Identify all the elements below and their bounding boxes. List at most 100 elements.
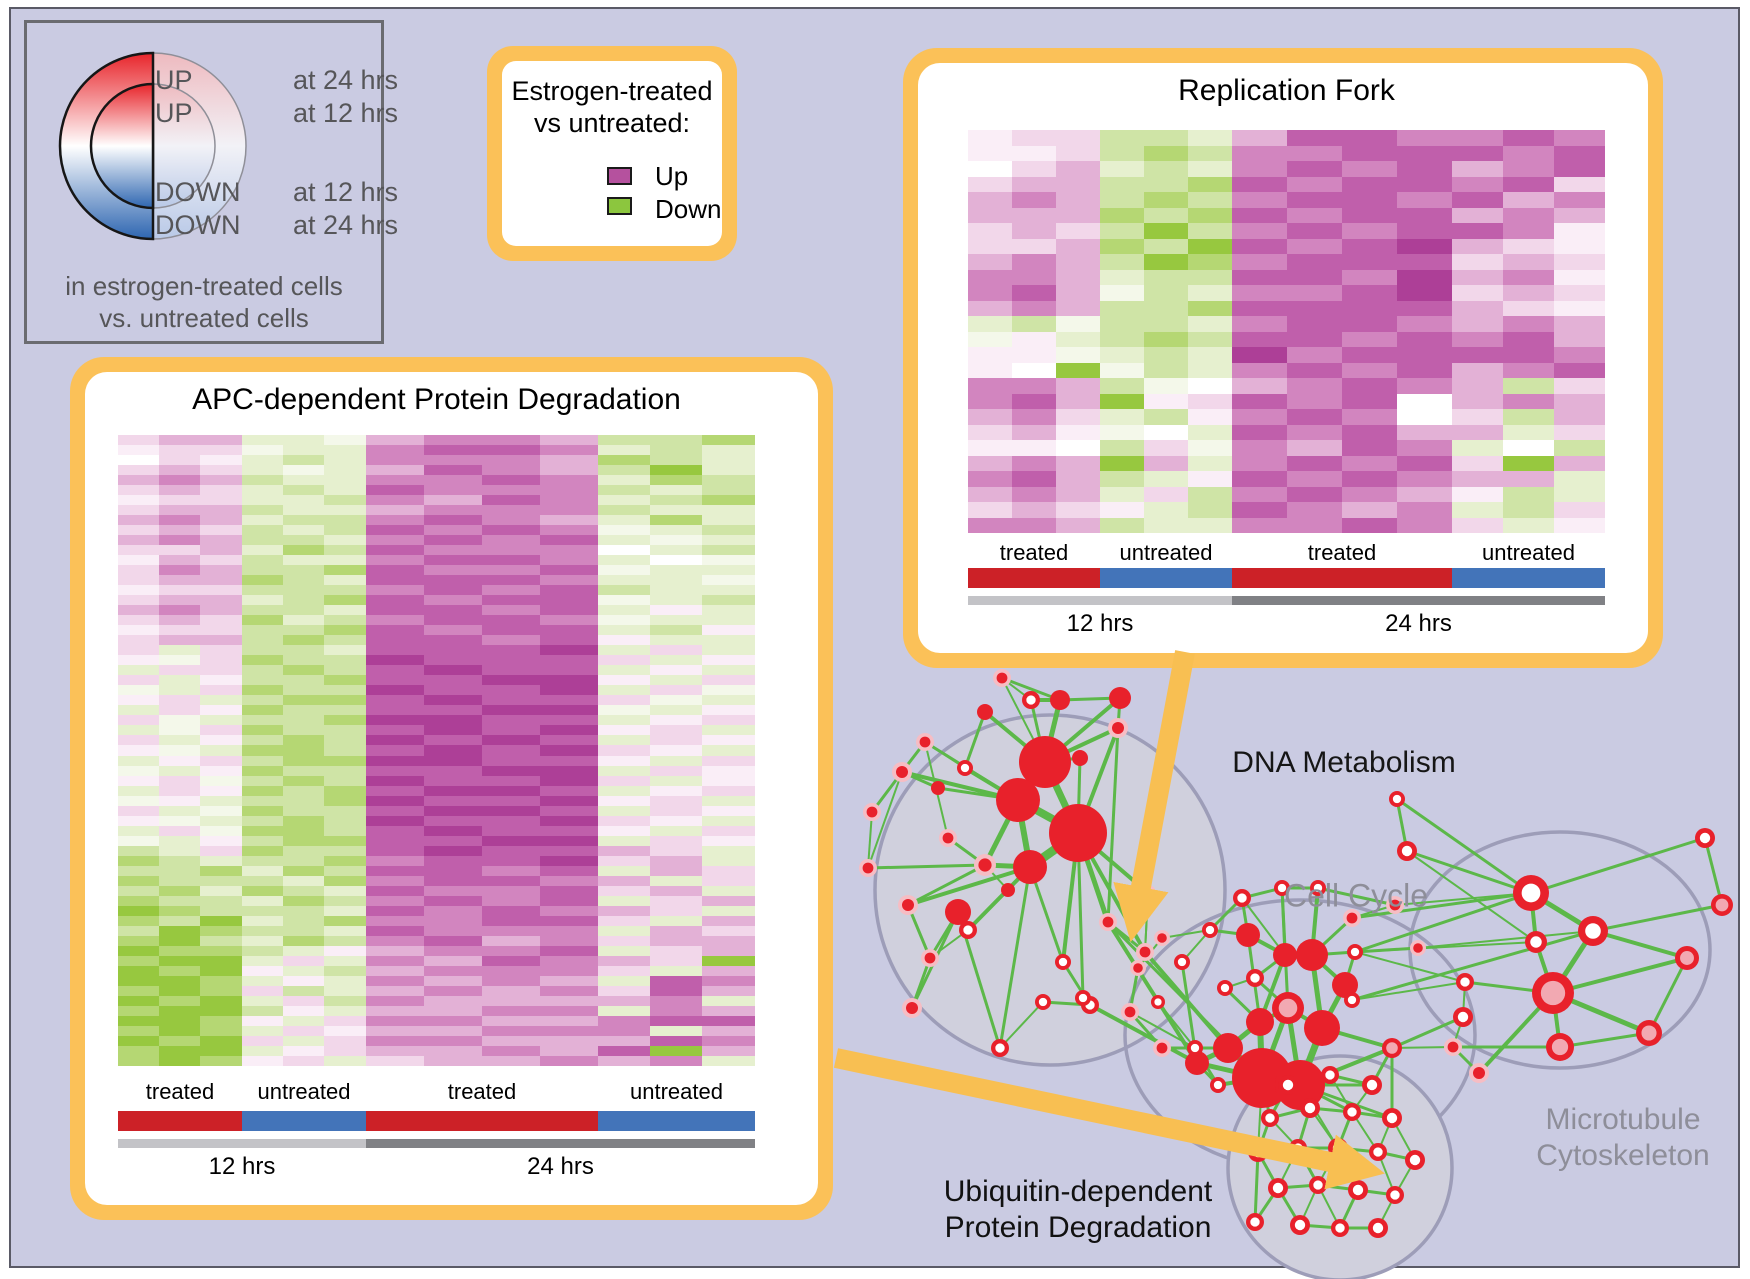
heatmap-cell [1342, 471, 1397, 487]
heatmap-cell [540, 925, 598, 936]
heatmap-cell [650, 695, 702, 706]
heatmap-cell [650, 465, 702, 476]
heatmap-cell [702, 725, 755, 736]
heatmap-cell [1452, 409, 1503, 425]
rf-treatment-bars [968, 568, 1605, 588]
heatmap-cell [159, 865, 200, 876]
heatmap-cell [650, 625, 702, 636]
treatment-color-bar [366, 1111, 598, 1131]
heatmap-cell [1397, 161, 1452, 177]
heatmap-cell [424, 995, 482, 1006]
heatmap-cell [650, 565, 702, 576]
heatmap-cell [366, 475, 424, 486]
heatmap-cell [540, 875, 598, 886]
heatmap-cell [598, 445, 650, 456]
heatmap-cell [366, 445, 424, 456]
heatmap-cell [650, 525, 702, 536]
heatmap-cell [424, 855, 482, 866]
heatmap-cell [118, 585, 159, 596]
heatmap-cell [242, 855, 283, 866]
heatmap-cell [650, 1055, 702, 1066]
heatmap-cell [1188, 161, 1232, 177]
heatmap-cell [159, 1035, 200, 1046]
heatmap-cell [702, 865, 755, 876]
heatmap-cell [482, 575, 540, 586]
heatmap-cell [598, 475, 650, 486]
heatmap-cell [159, 525, 200, 536]
heatmap-cell [650, 815, 702, 826]
heatmap-cell [324, 885, 366, 896]
heatmap-cell [118, 955, 159, 966]
heatmap-cell [968, 331, 1012, 347]
heatmap-cell [598, 965, 650, 976]
heatmap-cell [283, 465, 324, 476]
heatmap-cell [366, 675, 424, 686]
heatmap-cell [598, 1015, 650, 1026]
heatmap-cell [118, 515, 159, 526]
heatmap-cell [200, 655, 242, 666]
heatmap-cell [1287, 207, 1342, 223]
heatmap-cell [366, 625, 424, 636]
heatmap-cell [482, 825, 540, 836]
heatmap-cell [482, 955, 540, 966]
heatmap-cell [1342, 440, 1397, 456]
heatmap-cell [1012, 409, 1056, 425]
heatmap-cell [283, 1055, 324, 1066]
heatmap-cell [482, 565, 540, 576]
heatmap-cell [540, 555, 598, 566]
heatmap-cell [1100, 440, 1144, 456]
heatmap-cell [1503, 502, 1554, 518]
heatmap-cell [118, 1015, 159, 1026]
heatmap-cell [242, 635, 283, 646]
heatmap-cell [118, 945, 159, 956]
heatmap-cell [424, 1005, 482, 1016]
heatmap-cell [1012, 378, 1056, 394]
heatmap-cell [482, 895, 540, 906]
heatmap-cell [482, 615, 540, 626]
heatmap-cell [424, 825, 482, 836]
heatmap-cell [242, 1045, 283, 1056]
heatmap-cell [200, 975, 242, 986]
heatmap-cell [1100, 176, 1144, 192]
ubiquitin-label-line2: Protein Degradation [944, 1211, 1212, 1244]
heatmap-cell [242, 525, 283, 536]
heatmap-cell [159, 895, 200, 906]
heatmap-cell [283, 545, 324, 556]
heatmap-cell [366, 705, 424, 716]
heatmap-cell [482, 745, 540, 756]
heatmap-cell [159, 495, 200, 506]
heatmap-cell [1056, 300, 1100, 316]
heatmap-cell [1287, 130, 1342, 146]
estrogen-legend-title-line2: vs untreated: [533, 108, 691, 138]
heatmap-cell [1100, 378, 1144, 394]
heatmap-cell [1342, 409, 1397, 425]
heatmap-cell [702, 565, 755, 576]
heatmap-cell [1554, 362, 1605, 378]
heatmap-cell [118, 1045, 159, 1056]
heatmap-cell [1100, 285, 1144, 301]
heatmap-cell [540, 535, 598, 546]
hour-color-bar [366, 1139, 755, 1148]
heatmap-cell [118, 745, 159, 756]
heatmap-cell [159, 695, 200, 706]
heatmap-cell [200, 945, 242, 956]
heatmap-cell [702, 515, 755, 526]
heatmap-cell [283, 675, 324, 686]
heatmap-cell [968, 440, 1012, 456]
apc-hour-labels: 12 hrs 24 hrs [118, 1153, 755, 1181]
heatmap-cell [1012, 486, 1056, 502]
heatmap-cell [1012, 223, 1056, 239]
heatmap-cell [242, 965, 283, 976]
heatmap-cell [159, 615, 200, 626]
heatmap-cell [118, 965, 159, 976]
heatmap-cell [424, 725, 482, 736]
heatmap-cell [324, 835, 366, 846]
heatmap-cell [540, 905, 598, 916]
heatmap-cell [1144, 409, 1188, 425]
heatmap-cell [1287, 424, 1342, 440]
heatmap-cell [702, 795, 755, 806]
heatmap-cell [1554, 300, 1605, 316]
heatmap-cell [1012, 331, 1056, 347]
heatmap-cell [283, 665, 324, 676]
heatmap-cell [482, 715, 540, 726]
